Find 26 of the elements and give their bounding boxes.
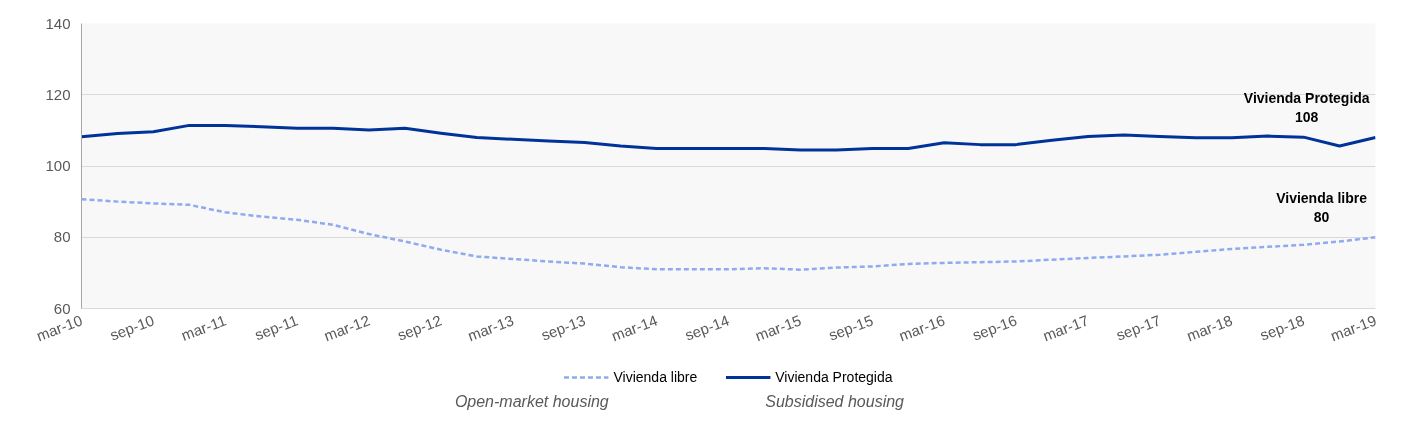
x-tick-label: sep-10 [107,311,157,344]
line-series [81,123,1376,152]
y-tick-label: 100 [45,157,71,174]
annotation: Vivienda libre 80 [1276,190,1368,226]
y-tick-label: 120 [45,85,71,103]
x-tick-label: sep-17 [1113,311,1163,344]
x-tick-label: sep-16 [970,311,1020,344]
x-tick-label: sep-18 [1257,311,1307,344]
x-tick-label: sep-12 [395,311,444,344]
x-tick-label: sep-14 [682,311,732,344]
annotation: Vivienda Protegida 108 [1243,90,1370,126]
text: Subsidised housing [765,393,905,410]
legend-label: Vivienda Protegida [775,369,893,385]
x-tick-label: mar-18 [1184,311,1235,345]
x-tick-label: sep-11 [252,311,301,344]
x-tick-label: sep-13 [538,311,588,344]
x-tick-label: mar-11 [178,311,229,344]
x-tick-label: mar-12 [321,311,373,345]
legend-label: Vivienda libre [613,369,698,385]
y-tick-label: 140 [45,14,71,32]
x-tick-label: mar-19 [1328,311,1379,345]
y-tick-label: 60 [53,299,71,317]
y-tick-label: 80 [53,228,71,246]
x-tick-label: sep-15 [826,311,876,344]
x-tick-label: mar-13 [465,311,516,345]
text: Open-market housing [454,393,609,410]
